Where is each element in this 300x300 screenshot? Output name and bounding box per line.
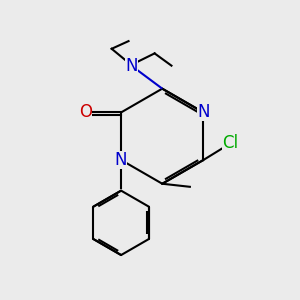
Text: N: N (197, 103, 210, 122)
Text: O: O (79, 103, 92, 122)
Text: N: N (125, 57, 138, 75)
Text: N: N (115, 151, 127, 169)
Text: Cl: Cl (222, 134, 239, 152)
